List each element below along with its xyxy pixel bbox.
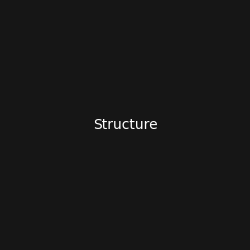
Text: Structure: Structure	[93, 118, 157, 132]
